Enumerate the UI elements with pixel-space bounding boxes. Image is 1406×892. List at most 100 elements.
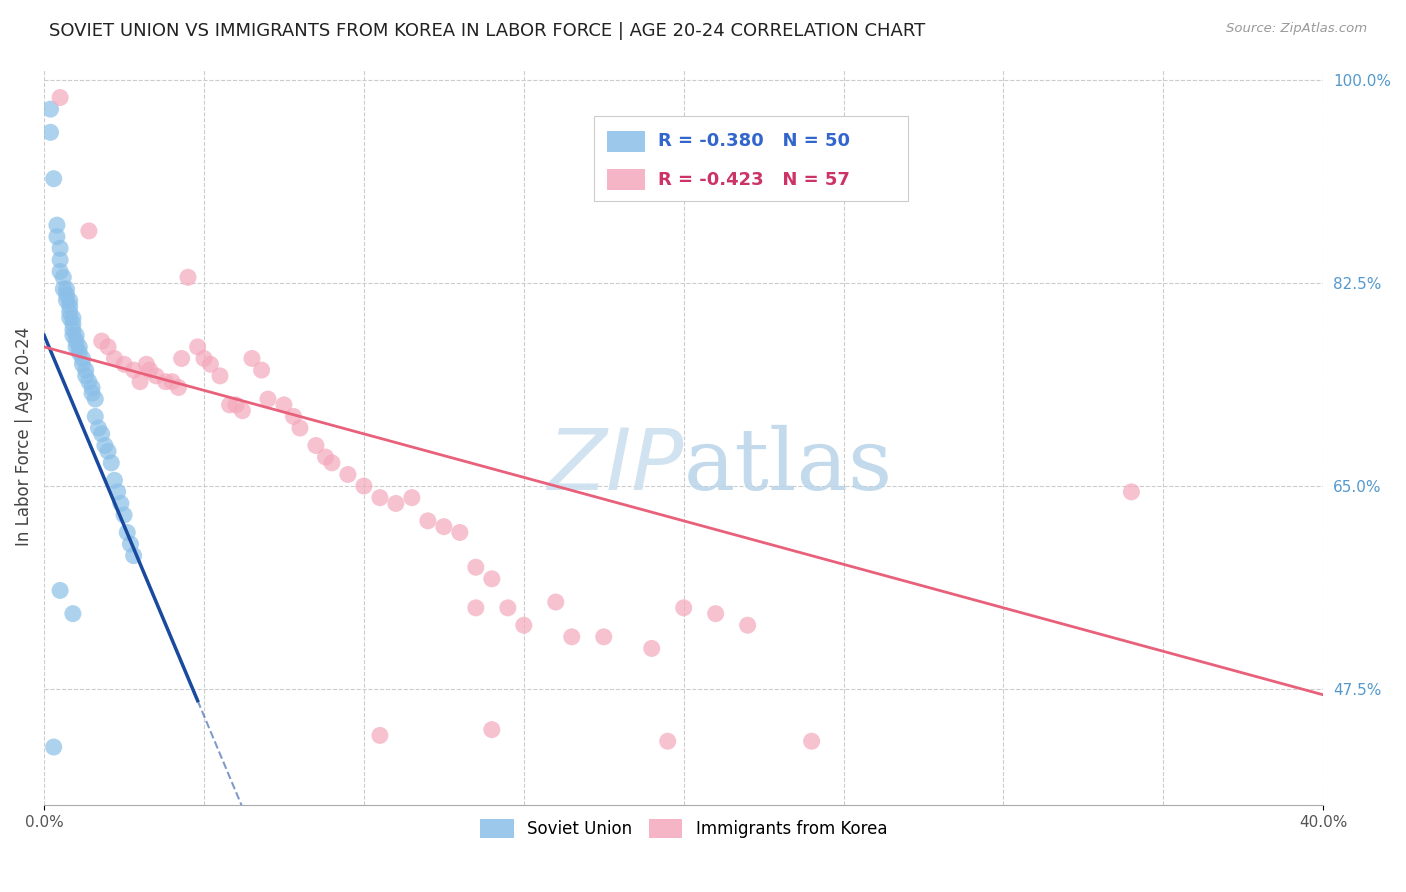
Text: SOVIET UNION VS IMMIGRANTS FROM KOREA IN LABOR FORCE | AGE 20-24 CORRELATION CHA: SOVIET UNION VS IMMIGRANTS FROM KOREA IN… xyxy=(49,22,925,40)
Text: ZIP: ZIP xyxy=(547,425,683,508)
Bar xyxy=(607,169,645,190)
Point xyxy=(416,514,439,528)
Point xyxy=(65,328,87,343)
Point xyxy=(49,241,72,255)
Point xyxy=(59,299,82,313)
Point xyxy=(155,375,177,389)
Point xyxy=(62,317,84,331)
Point xyxy=(55,293,77,308)
Point xyxy=(59,293,82,308)
Point xyxy=(353,479,375,493)
Point xyxy=(464,600,486,615)
Point xyxy=(62,607,84,621)
Point xyxy=(240,351,263,366)
Point xyxy=(84,392,107,406)
Point xyxy=(481,572,503,586)
Point xyxy=(100,456,122,470)
Point xyxy=(67,345,90,359)
Point xyxy=(94,438,117,452)
Point xyxy=(103,473,125,487)
Point xyxy=(129,375,152,389)
Y-axis label: In Labor Force | Age 20-24: In Labor Force | Age 20-24 xyxy=(15,327,32,547)
Point xyxy=(273,398,295,412)
Point xyxy=(250,363,273,377)
Point xyxy=(177,270,200,285)
Point xyxy=(55,287,77,301)
Point xyxy=(283,409,305,424)
Point xyxy=(401,491,423,505)
Point xyxy=(39,102,62,116)
Point xyxy=(80,380,103,394)
Text: Source: ZipAtlas.com: Source: ZipAtlas.com xyxy=(1226,22,1367,36)
Point xyxy=(117,525,139,540)
Point xyxy=(496,600,519,615)
Point xyxy=(87,421,110,435)
Point xyxy=(513,618,536,632)
Point xyxy=(84,409,107,424)
Point xyxy=(62,310,84,325)
Point xyxy=(737,618,759,632)
Point xyxy=(49,90,72,104)
Text: R = -0.380   N = 50: R = -0.380 N = 50 xyxy=(658,132,851,151)
Point xyxy=(80,386,103,401)
Point xyxy=(55,282,77,296)
Point xyxy=(75,368,97,383)
Point xyxy=(90,334,112,348)
Point xyxy=(231,403,253,417)
Point xyxy=(218,398,240,412)
Point xyxy=(52,270,75,285)
Point xyxy=(122,363,145,377)
Point xyxy=(75,363,97,377)
Text: R = -0.423   N = 57: R = -0.423 N = 57 xyxy=(658,170,851,189)
Point xyxy=(315,450,337,464)
Point xyxy=(433,519,456,533)
Point xyxy=(672,600,695,615)
Point xyxy=(167,380,190,394)
Bar xyxy=(607,131,645,152)
Point xyxy=(145,368,167,383)
Point xyxy=(110,496,132,510)
Point xyxy=(641,641,664,656)
Point xyxy=(170,351,193,366)
Point xyxy=(77,375,100,389)
Point xyxy=(112,357,135,371)
Point xyxy=(704,607,727,621)
Text: atlas: atlas xyxy=(683,425,893,508)
Point xyxy=(657,734,679,748)
Point xyxy=(72,351,94,366)
Point xyxy=(59,310,82,325)
Point xyxy=(112,508,135,522)
Point xyxy=(107,484,129,499)
Point xyxy=(544,595,567,609)
Point xyxy=(592,630,614,644)
Point xyxy=(368,728,391,742)
Point xyxy=(49,264,72,278)
Point xyxy=(45,229,67,244)
Point xyxy=(103,351,125,366)
Point xyxy=(120,537,142,551)
Point xyxy=(160,375,183,389)
Point xyxy=(72,357,94,371)
Point xyxy=(561,630,583,644)
Point xyxy=(97,444,120,458)
Point xyxy=(52,282,75,296)
Point xyxy=(42,171,65,186)
Point xyxy=(449,525,471,540)
Point xyxy=(368,491,391,505)
Point xyxy=(187,340,209,354)
Point xyxy=(39,125,62,139)
Point xyxy=(225,398,247,412)
Point xyxy=(288,421,311,435)
Point xyxy=(336,467,359,482)
Point xyxy=(97,340,120,354)
Point xyxy=(49,583,72,598)
Point xyxy=(481,723,503,737)
Point xyxy=(385,496,408,510)
Point xyxy=(464,560,486,574)
Point xyxy=(200,357,222,371)
FancyBboxPatch shape xyxy=(595,116,907,201)
Point xyxy=(49,252,72,267)
Point xyxy=(800,734,823,748)
Point xyxy=(305,438,328,452)
Point xyxy=(62,322,84,336)
